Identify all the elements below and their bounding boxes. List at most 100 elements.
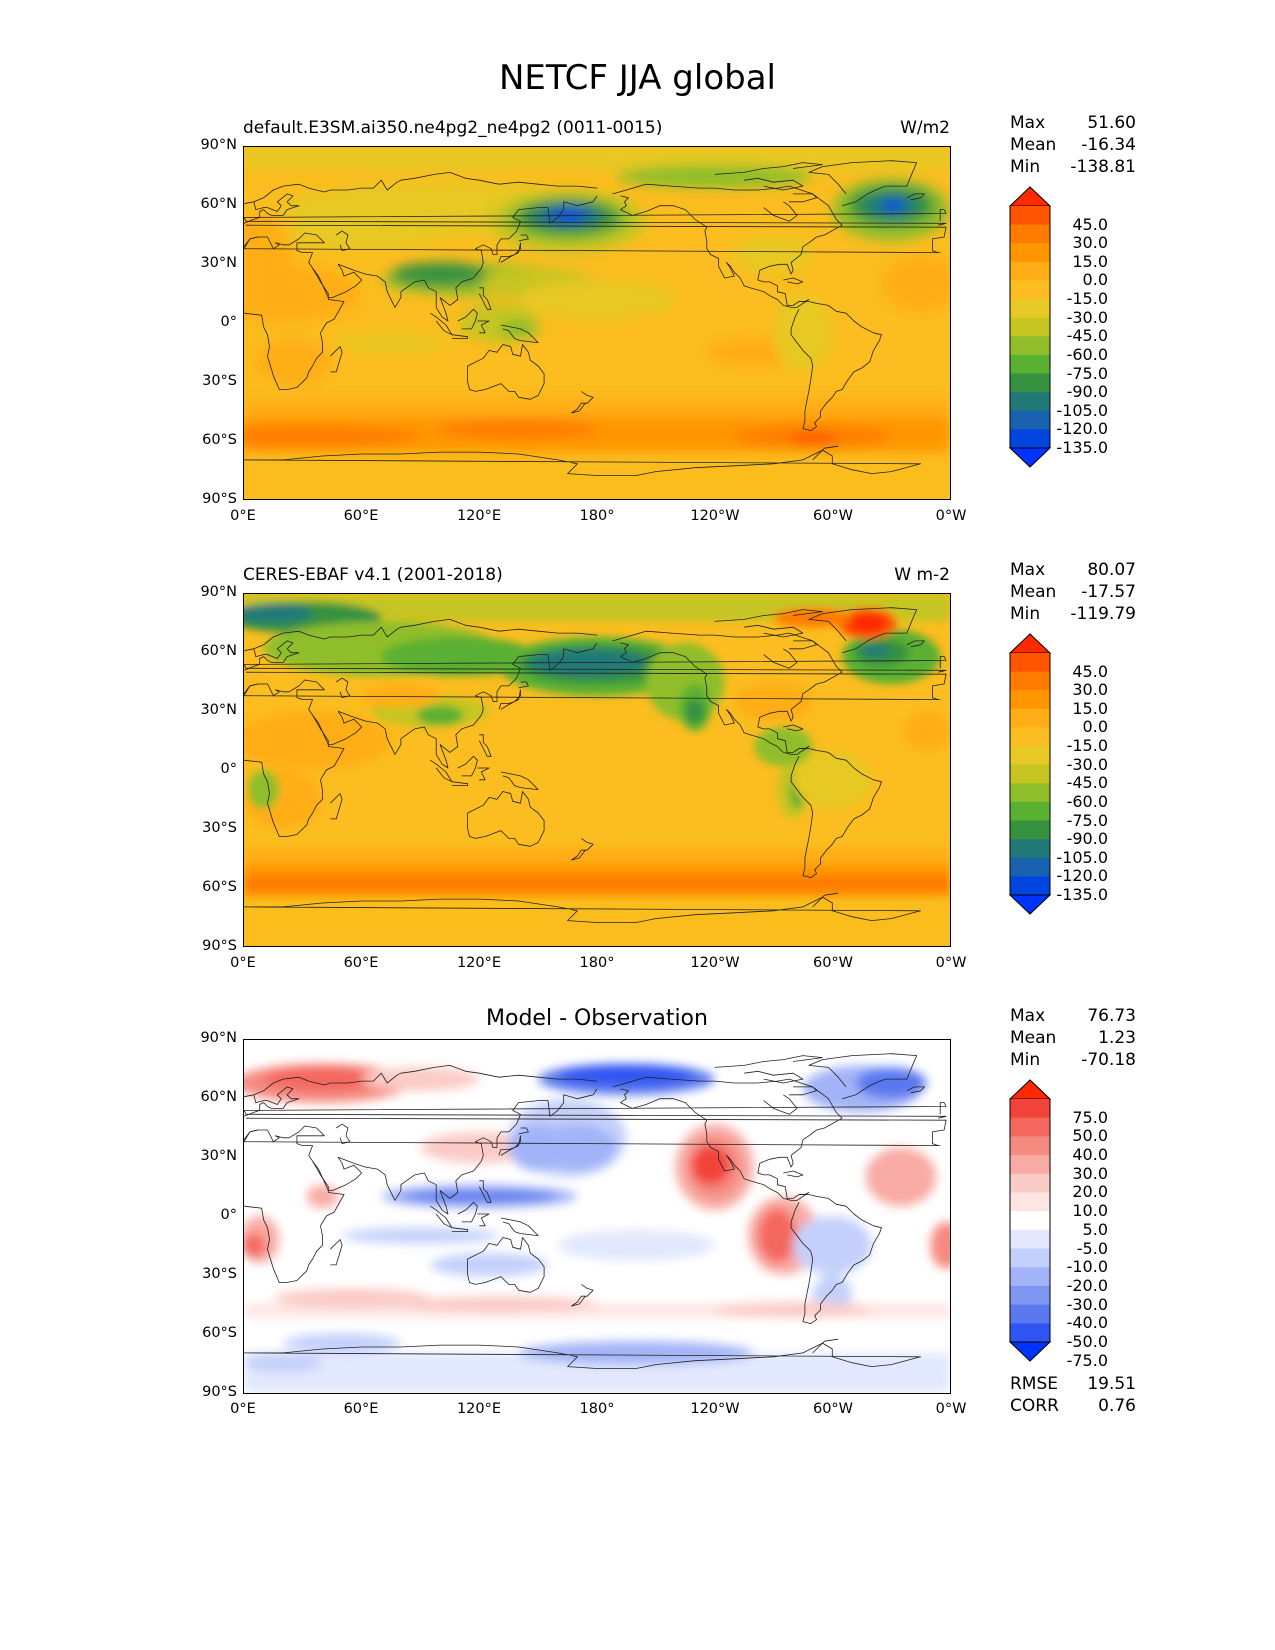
- coastline: [451, 1227, 469, 1233]
- field-region: [518, 1341, 754, 1365]
- colorbar-segment: [1010, 653, 1050, 673]
- colorbar-tick-label: 30.0: [1072, 1163, 1108, 1183]
- colorbar-segment: [1010, 1229, 1050, 1250]
- coastline: [808, 607, 918, 654]
- coastline: [790, 301, 882, 432]
- field-region: [518, 279, 676, 320]
- colorbar-tick-label: 75.0: [1072, 1107, 1108, 1127]
- coastline: [571, 838, 594, 861]
- colorbar-tick-label: -75.0: [1066, 1350, 1108, 1370]
- field-band: [244, 459, 950, 499]
- coastline: [335, 677, 351, 698]
- lon-tick-label: 0°W: [935, 508, 967, 524]
- coastline: [244, 618, 598, 652]
- field-region: [865, 1147, 937, 1207]
- lon-tick-label: 0°W: [935, 1401, 967, 1417]
- colorbar-tick-label: -15.0: [1066, 289, 1108, 309]
- stat-value: -70.18: [1081, 1050, 1136, 1070]
- colorbar-tick-label: 15.0: [1072, 251, 1108, 271]
- coastline: [430, 759, 453, 783]
- coastline: [244, 1064, 598, 1098]
- field-region: [685, 699, 705, 724]
- coastline: [467, 791, 545, 847]
- colorbar-segment: [1010, 336, 1050, 356]
- field-region: [691, 1145, 731, 1185]
- colorbar-tick-label: -105.0: [1056, 400, 1108, 420]
- colorbar-tick-label: 0.0: [1082, 270, 1108, 290]
- coastline: [500, 324, 539, 344]
- field-region: [244, 215, 294, 294]
- coastline: [518, 234, 529, 242]
- colorbar-segment: [1010, 392, 1050, 412]
- coastline: [763, 1094, 798, 1115]
- field-region: [244, 711, 392, 770]
- coastline: [312, 1157, 363, 1192]
- stat-value: 80.07: [1087, 560, 1136, 580]
- colorbar-tick-label: -5.0: [1076, 1238, 1108, 1258]
- field-region: [881, 199, 905, 212]
- colorbar-extend-top: [1008, 1079, 1052, 1100]
- field-band: [244, 397, 950, 421]
- colorbar-tick-label: -120.0: [1056, 419, 1108, 439]
- colorbar-segment: [1010, 206, 1050, 226]
- panel-1-units: W/m2: [900, 118, 950, 138]
- colorbar-tick-label: 15.0: [1072, 698, 1108, 718]
- coastline: [808, 160, 918, 207]
- colorbar-segment: [1010, 1323, 1050, 1343]
- lon-tick-label: 60°W: [812, 508, 854, 524]
- field-region: [244, 426, 421, 447]
- colorbar-tick-label: -60.0: [1066, 791, 1108, 811]
- colorbar-segment: [1010, 317, 1050, 337]
- field-region: [440, 418, 597, 439]
- coastline: [808, 1053, 918, 1100]
- lat-tick-label: 90°S: [202, 491, 237, 507]
- lat-tick-label: 30°N: [200, 1148, 237, 1164]
- coastline: [906, 640, 925, 648]
- field-region: [244, 603, 313, 624]
- stat-value: 51.60: [1087, 113, 1136, 133]
- panel-2-title-left: CERES-EBAF v4.1 (2001-2018): [243, 565, 503, 585]
- panel-2-map: [243, 593, 951, 947]
- lat-tick-label: 30°N: [200, 702, 237, 718]
- colorbar-segment: [1010, 671, 1050, 691]
- colorbar-segment: [1010, 224, 1050, 244]
- colorbar-extend-top: [1008, 186, 1052, 207]
- field-region: [557, 1065, 696, 1085]
- coastline: [245, 224, 947, 253]
- colorbar-segment: [1010, 690, 1050, 710]
- colorbar-tick-label: -40.0: [1066, 1313, 1108, 1333]
- lat-tick-label: 0°: [220, 1207, 237, 1223]
- panel-2-colorbar: [1008, 633, 1052, 915]
- coastline: [783, 277, 804, 285]
- colorbar-extend-bottom: [1008, 894, 1052, 915]
- panel-1-colorbar: [1008, 186, 1052, 468]
- coastline: [812, 892, 839, 908]
- stat-label: Mean: [1010, 582, 1057, 602]
- lon-tick-label: 180°: [579, 955, 615, 971]
- colorbar-segment: [1010, 429, 1050, 449]
- coastline: [330, 1239, 343, 1266]
- coastline: [498, 689, 521, 710]
- colorbar-segment: [1010, 1117, 1050, 1137]
- coastline: [330, 793, 343, 820]
- lon-tick-label: 60°E: [343, 955, 379, 971]
- stat-label: Min: [1010, 1050, 1041, 1070]
- coastline: [500, 1217, 539, 1237]
- panel-3-colorbar: [1008, 1079, 1052, 1362]
- stat-label: Max: [1010, 560, 1046, 580]
- panel-1-title-left: default.E3SM.ai350.ne4pg2_ne4pg2 (0011-0…: [243, 118, 663, 138]
- colorbar-tick-label: -135.0: [1056, 885, 1108, 904]
- colorbar-segment: [1010, 764, 1050, 784]
- colorbar-tick-label: 20.0: [1072, 1182, 1108, 1202]
- stat-label: Mean: [1010, 135, 1057, 155]
- coastline: [714, 1055, 823, 1068]
- figure-title: NETCF JJA global: [498, 58, 776, 98]
- lat-tick-label: 0°: [220, 314, 237, 330]
- field-region: [508, 1124, 568, 1172]
- colorbar-tick-label: 5.0: [1082, 1219, 1108, 1239]
- lat-tick-label: 30°S: [202, 1266, 237, 1282]
- field-region: [247, 770, 280, 810]
- lon-tick-label: 60°E: [343, 1401, 379, 1417]
- stat-value: -138.81: [1070, 157, 1136, 177]
- coastline: [337, 642, 598, 769]
